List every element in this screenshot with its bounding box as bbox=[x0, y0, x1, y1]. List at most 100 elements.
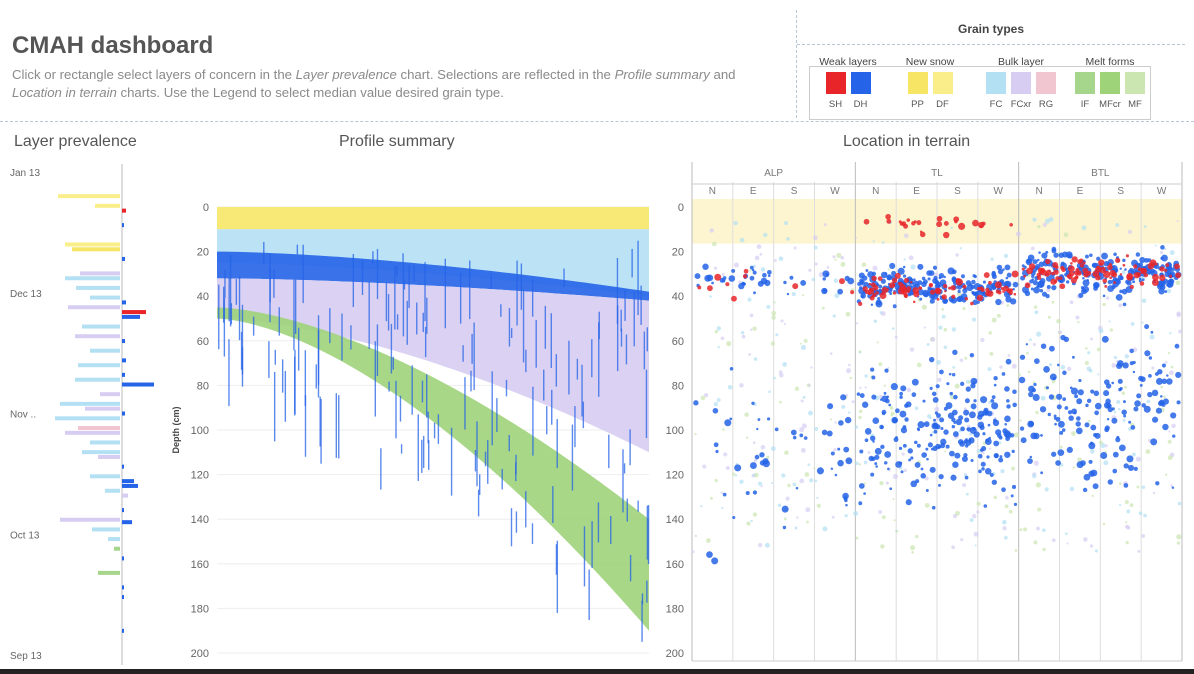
prevalence-bar[interactable] bbox=[122, 628, 124, 633]
terrain-point[interactable] bbox=[1174, 343, 1180, 349]
terrain-point[interactable] bbox=[921, 276, 926, 281]
terrain-point[interactable] bbox=[892, 304, 897, 309]
terrain-point[interactable] bbox=[871, 394, 877, 400]
terrain-point[interactable] bbox=[1039, 289, 1044, 293]
terrain-point[interactable] bbox=[969, 352, 975, 358]
terrain-point[interactable] bbox=[933, 429, 938, 434]
terrain-point[interactable] bbox=[1013, 292, 1017, 296]
terrain-point[interactable] bbox=[927, 442, 933, 448]
terrain-point[interactable] bbox=[1082, 276, 1085, 280]
terrain-point[interactable] bbox=[1004, 415, 1011, 423]
profile-layer-pp[interactable] bbox=[217, 207, 649, 230]
terrain-point[interactable] bbox=[1125, 279, 1130, 285]
terrain-point[interactable] bbox=[1089, 253, 1093, 257]
terrain-point[interactable] bbox=[995, 429, 1002, 436]
terrain-point[interactable] bbox=[976, 294, 984, 302]
terrain-point[interactable] bbox=[902, 443, 907, 448]
terrain-point[interactable] bbox=[943, 284, 948, 289]
terrain-point[interactable] bbox=[1127, 464, 1135, 471]
terrain-point[interactable] bbox=[754, 454, 760, 460]
terrain-point[interactable] bbox=[1070, 277, 1077, 284]
terrain-point[interactable] bbox=[1152, 273, 1159, 281]
terrain-point[interactable] bbox=[917, 428, 921, 432]
terrain-point[interactable] bbox=[904, 294, 908, 299]
terrain-point[interactable] bbox=[1141, 278, 1145, 282]
terrain-point[interactable] bbox=[1073, 411, 1077, 415]
terrain-point[interactable] bbox=[929, 298, 935, 304]
terrain-point[interactable] bbox=[872, 293, 877, 297]
terrain-point[interactable] bbox=[1076, 416, 1081, 421]
terrain-point[interactable] bbox=[993, 440, 1000, 447]
terrain-point[interactable] bbox=[923, 421, 930, 428]
terrain-point[interactable] bbox=[1175, 272, 1182, 279]
terrain-point[interactable] bbox=[977, 421, 985, 429]
terrain-point[interactable] bbox=[865, 269, 869, 272]
terrain-point[interactable] bbox=[1068, 271, 1075, 277]
terrain-point[interactable] bbox=[1031, 388, 1036, 393]
terrain-point[interactable] bbox=[1113, 281, 1117, 285]
terrain-point[interactable] bbox=[954, 452, 961, 459]
terrain-point[interactable] bbox=[1111, 381, 1115, 385]
terrain-point[interactable] bbox=[724, 419, 732, 427]
terrain-point[interactable] bbox=[949, 450, 955, 457]
terrain-point[interactable] bbox=[858, 301, 863, 307]
terrain-point[interactable] bbox=[911, 221, 916, 226]
terrain-point[interactable] bbox=[978, 469, 982, 474]
terrain-point[interactable] bbox=[1047, 412, 1051, 417]
terrain-point[interactable] bbox=[1144, 324, 1150, 330]
terrain-point[interactable] bbox=[968, 437, 975, 444]
terrain-point[interactable] bbox=[965, 280, 972, 286]
terrain-point[interactable] bbox=[1068, 415, 1074, 421]
terrain-point[interactable] bbox=[960, 381, 965, 386]
terrain-point[interactable] bbox=[731, 295, 737, 302]
terrain-point[interactable] bbox=[731, 268, 736, 273]
terrain-point[interactable] bbox=[1085, 403, 1089, 408]
terrain-point[interactable] bbox=[1036, 258, 1040, 262]
terrain-point[interactable] bbox=[830, 451, 835, 456]
terrain-point[interactable] bbox=[782, 525, 787, 530]
terrain-point[interactable] bbox=[972, 381, 976, 385]
terrain-point[interactable] bbox=[1071, 355, 1075, 359]
terrain-point[interactable] bbox=[1011, 484, 1017, 490]
terrain-point[interactable] bbox=[1102, 278, 1108, 284]
terrain-point[interactable] bbox=[993, 383, 997, 387]
terrain-point[interactable] bbox=[697, 285, 702, 290]
terrain-point[interactable] bbox=[1041, 252, 1048, 259]
terrain-point[interactable] bbox=[837, 459, 844, 467]
prevalence-bar[interactable] bbox=[108, 537, 120, 542]
terrain-point[interactable] bbox=[870, 472, 875, 477]
terrain-point[interactable] bbox=[989, 472, 994, 477]
terrain-point[interactable] bbox=[874, 454, 880, 460]
terrain-point[interactable] bbox=[1104, 425, 1110, 431]
terrain-point[interactable] bbox=[903, 223, 909, 229]
terrain-point[interactable] bbox=[932, 396, 939, 403]
terrain-point[interactable] bbox=[948, 372, 952, 376]
terrain-point[interactable] bbox=[743, 268, 749, 274]
terrain-point[interactable] bbox=[1160, 395, 1163, 398]
terrain-point[interactable] bbox=[1051, 451, 1057, 457]
terrain-point[interactable] bbox=[1074, 394, 1079, 399]
terrain-point[interactable] bbox=[1034, 358, 1040, 364]
terrain-point[interactable] bbox=[971, 279, 976, 285]
terrain-point[interactable] bbox=[861, 401, 869, 408]
terrain-point[interactable] bbox=[953, 421, 957, 425]
terrain-point[interactable] bbox=[884, 451, 892, 458]
terrain-point[interactable] bbox=[752, 270, 757, 275]
terrain-point[interactable] bbox=[888, 403, 892, 407]
terrain-point[interactable] bbox=[898, 446, 903, 450]
terrain-point[interactable] bbox=[834, 473, 838, 477]
terrain-point[interactable] bbox=[1004, 451, 1011, 458]
terrain-point[interactable] bbox=[1088, 442, 1096, 450]
terrain-point[interactable] bbox=[1115, 294, 1123, 301]
terrain-point[interactable] bbox=[1143, 272, 1149, 278]
terrain-point[interactable] bbox=[1137, 267, 1142, 272]
terrain-point[interactable] bbox=[903, 277, 909, 283]
terrain-point[interactable] bbox=[1172, 434, 1176, 438]
terrain-point[interactable] bbox=[1162, 398, 1170, 405]
terrain-point[interactable] bbox=[1070, 387, 1079, 395]
terrain-point[interactable] bbox=[965, 386, 971, 392]
terrain-point[interactable] bbox=[1150, 330, 1154, 334]
terrain-point[interactable] bbox=[742, 274, 748, 279]
terrain-point[interactable] bbox=[996, 264, 1003, 271]
terrain-point[interactable] bbox=[1090, 389, 1095, 394]
